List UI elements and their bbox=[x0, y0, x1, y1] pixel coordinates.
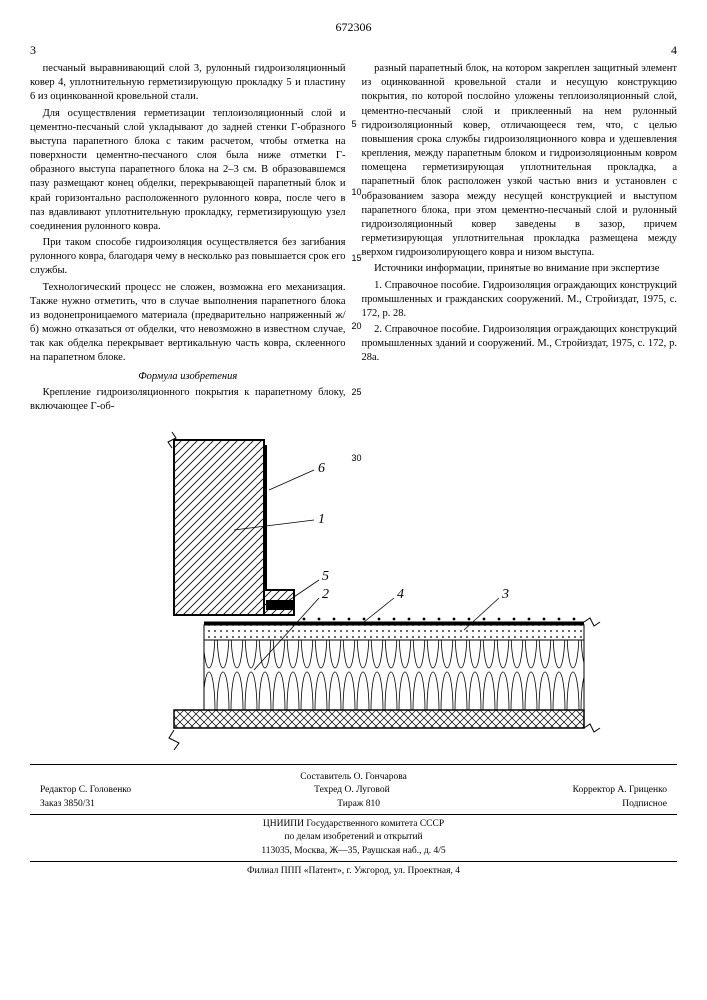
footer: Составитель О. Гончарова Редактор С. Гол… bbox=[30, 764, 677, 878]
left-p3: При таком способе гидроизоляция осуществ… bbox=[30, 236, 346, 279]
left-p1: песчаный выравнивающий слой 3, рулонный … bbox=[30, 62, 346, 105]
callout-6: 6 bbox=[318, 461, 325, 476]
callout-4: 4 bbox=[397, 587, 404, 602]
sources-label: Источники информации, принятые во вниман… bbox=[362, 262, 678, 276]
line-marker: 10 bbox=[352, 186, 362, 198]
footer-order: Заказ 3850/31 bbox=[40, 798, 95, 811]
right-column: 5 10 15 20 25 30 разный парапетный блок,… bbox=[362, 62, 678, 416]
callout-1: 1 bbox=[318, 512, 325, 527]
line-marker: 25 bbox=[352, 386, 362, 398]
left-p5: Крепление гидроизоляционного покрытия к … bbox=[30, 386, 346, 414]
left-p2: Для осуществления герметизации теплоизол… bbox=[30, 107, 346, 235]
page-num-left: 3 bbox=[30, 43, 36, 58]
callout-2: 2 bbox=[322, 587, 329, 602]
footer-org2: по делам изобретений и открытий bbox=[30, 831, 677, 844]
text-columns: песчаный выравнивающий слой 3, рулонный … bbox=[30, 62, 677, 416]
left-p4: Технологический процесс не сложен, возмо… bbox=[30, 281, 346, 366]
footer-compiler: Составитель О. Гончарова bbox=[30, 771, 677, 784]
callout-5: 5 bbox=[322, 569, 329, 584]
footer-org1: ЦНИИПИ Государственного комитета СССР bbox=[30, 818, 677, 831]
patent-number: 672306 bbox=[30, 20, 677, 35]
line-marker: 30 bbox=[352, 452, 362, 464]
page-numbers: 3 4 bbox=[30, 43, 677, 58]
footer-editor: Редактор С. Головенко bbox=[40, 784, 131, 797]
callout-3: 3 bbox=[501, 587, 509, 602]
line-marker: 20 bbox=[352, 320, 362, 332]
line-marker: 5 bbox=[352, 118, 357, 130]
figure: 6 1 5 2 4 3 bbox=[30, 430, 677, 750]
technical-drawing: 6 1 5 2 4 3 bbox=[104, 430, 604, 750]
patent-page: 672306 3 4 песчаный выравнивающий слой 3… bbox=[0, 0, 707, 898]
footer-addr1: 113035, Москва, Ж—35, Раушская наб., д. … bbox=[30, 845, 677, 858]
footer-subscr: Подписное bbox=[622, 798, 667, 811]
page-num-right: 4 bbox=[671, 43, 677, 58]
footer-addr2: Филиал ППП «Патент», г. Ужгород, ул. Про… bbox=[30, 865, 677, 878]
formula-label: Формула изобретения bbox=[30, 370, 346, 384]
footer-tirazh: Тираж 810 bbox=[337, 798, 380, 811]
source-1: 1. Справочное пособие. Гидроизоляция огр… bbox=[362, 279, 678, 322]
right-p1: разный парапетный блок, на котором закре… bbox=[362, 62, 678, 260]
dot-row bbox=[302, 618, 575, 621]
source-2: 2. Справочное пособие. Гидроизоляция огр… bbox=[362, 323, 678, 366]
line-marker: 15 bbox=[352, 252, 362, 264]
footer-techred: Техред О. Луговой bbox=[314, 784, 390, 797]
footer-corrector: Корректор А. Гриценко bbox=[573, 784, 667, 797]
left-column: песчаный выравнивающий слой 3, рулонный … bbox=[30, 62, 346, 416]
